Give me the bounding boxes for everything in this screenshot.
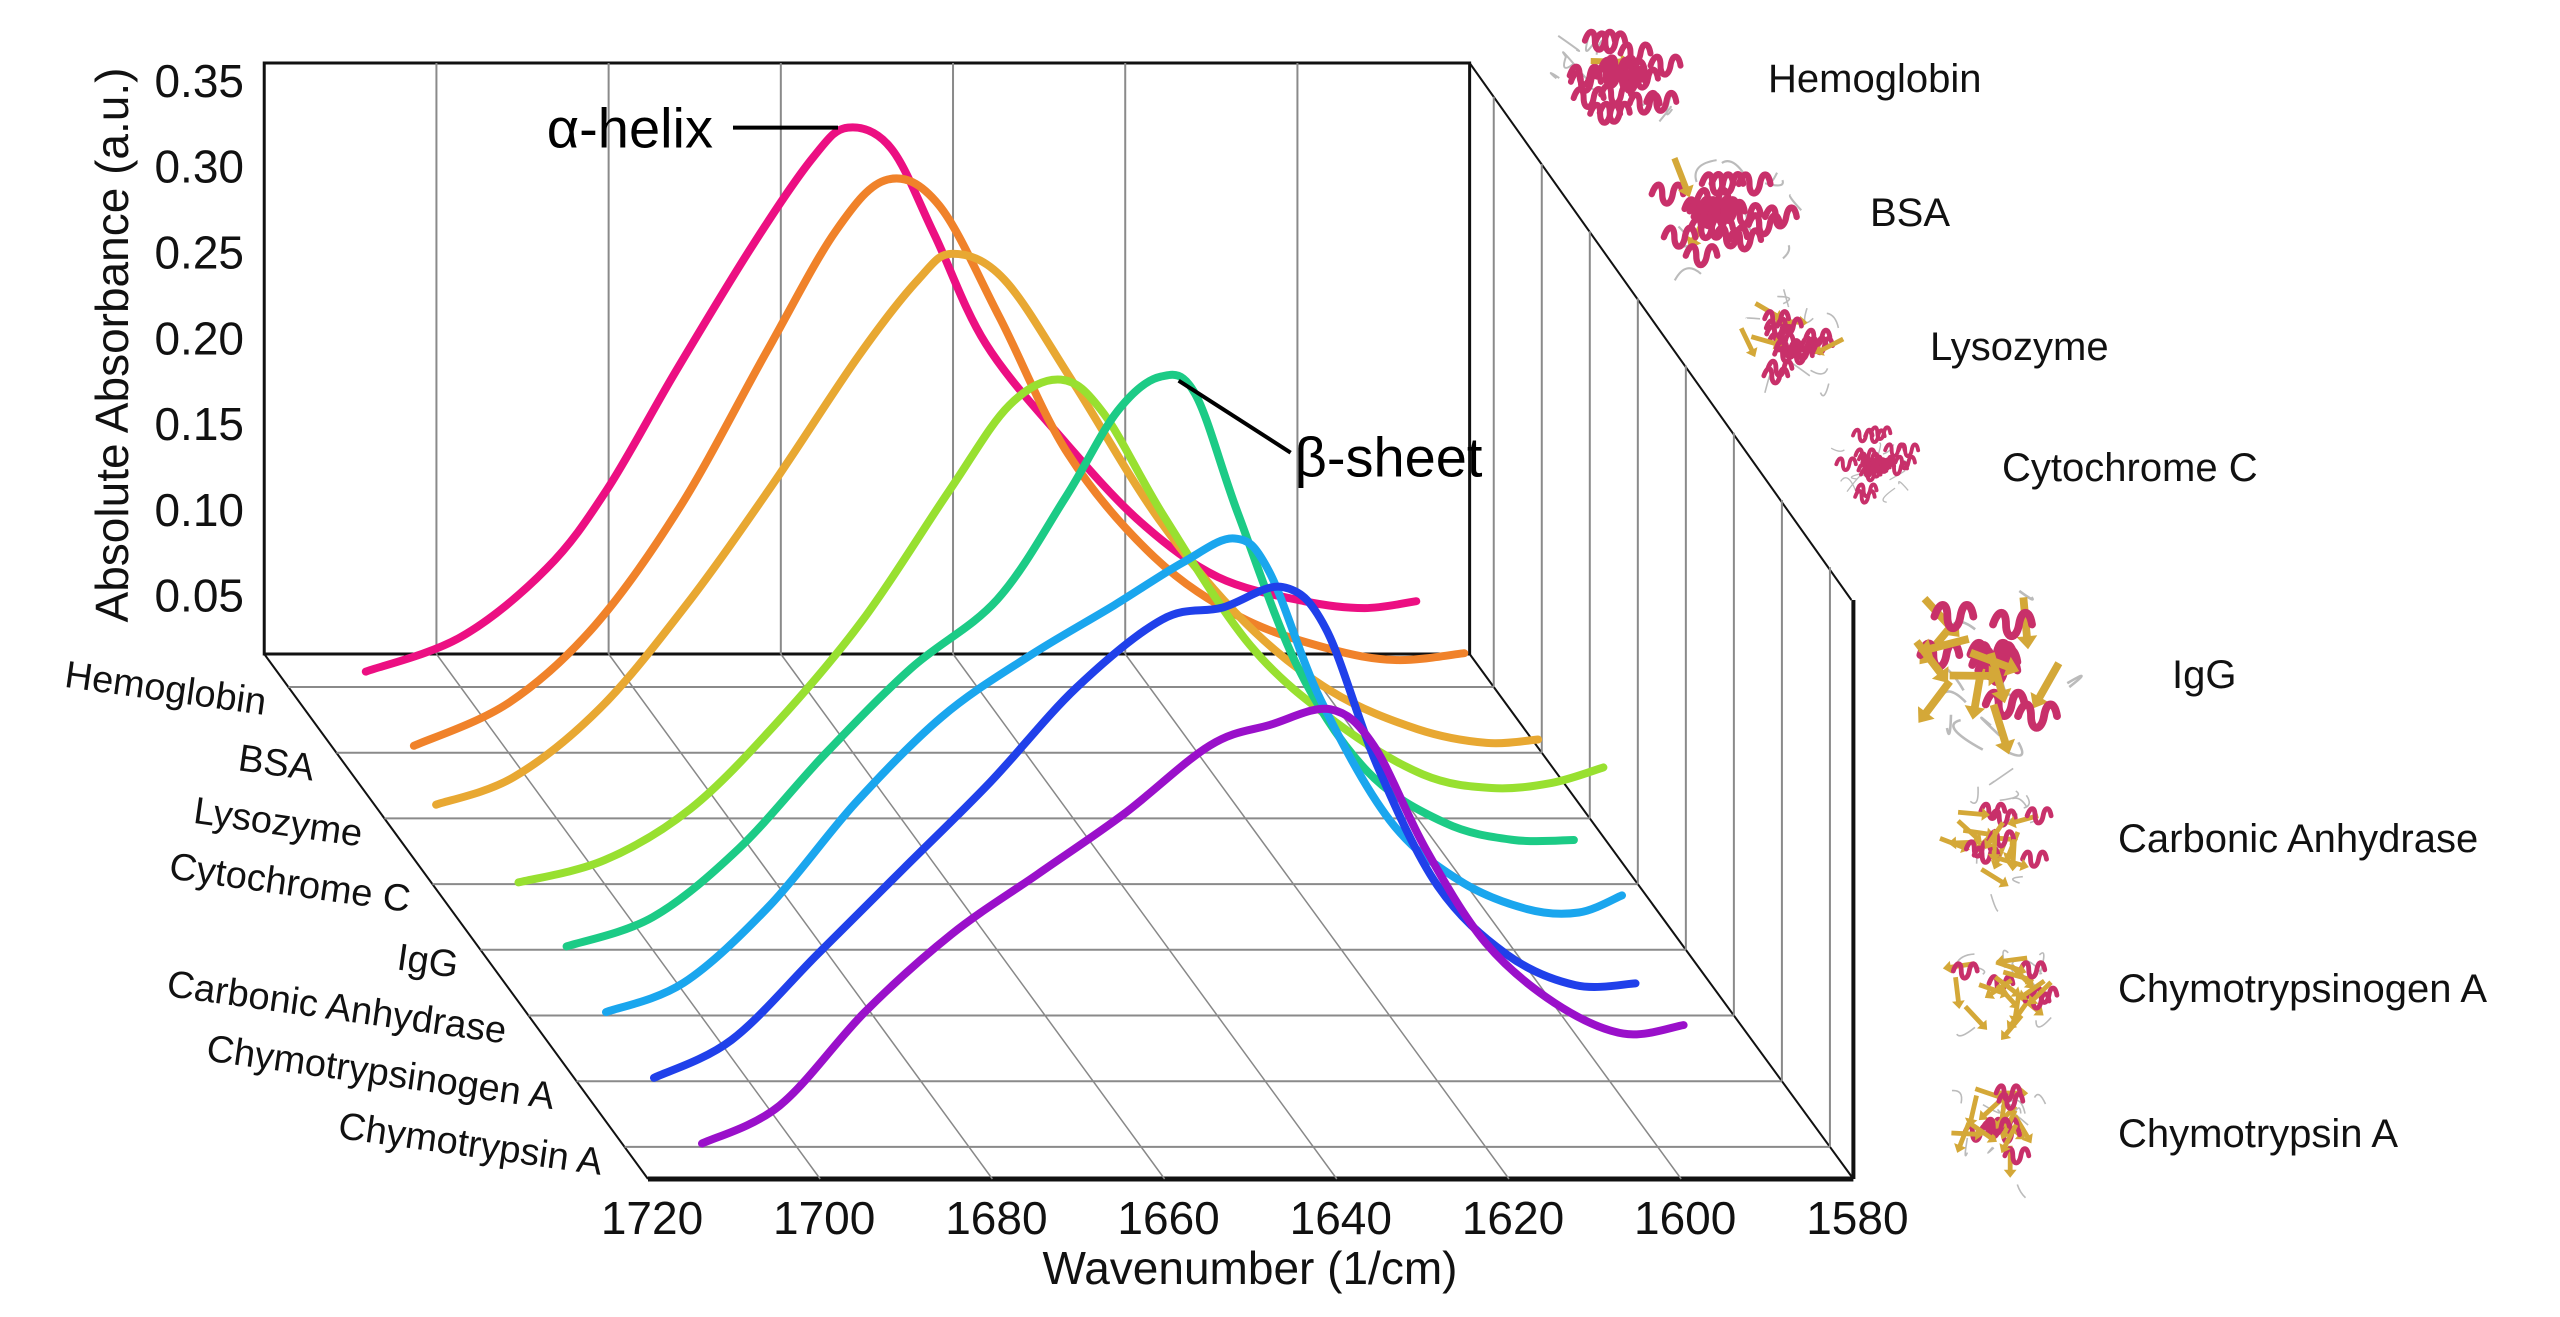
series-layer <box>361 123 1688 1148</box>
protein-legend-label: Cytochrome C <box>2002 446 2258 490</box>
protein-legend-label: IgG <box>2172 653 2236 697</box>
floor-wavenumber-line <box>1124 653 1510 1180</box>
protein-structure-icon <box>1549 28 1684 126</box>
y-tick-label: 0.25 <box>154 226 244 278</box>
floor-grid <box>288 63 1831 1180</box>
x-tick-label: 1580 <box>1806 1192 1908 1244</box>
back-wall <box>262 61 1472 656</box>
protein-structure-icon <box>1942 949 2060 1041</box>
annotation-beta-sheet: β-sheet <box>1295 426 1483 489</box>
y-tick-label: 0.15 <box>154 398 244 450</box>
series-line-hemoglobin <box>361 123 1421 676</box>
annotations: α-helix β-sheet <box>547 97 1483 489</box>
floor-right-edge <box>1468 653 1855 1180</box>
series-line-chymotrypsin-a <box>698 704 1688 1148</box>
y-tick-label: 0.35 <box>154 55 244 107</box>
y-axis-ticks: 0.05 0.10 0.15 0.20 0.25 0.30 0.35 <box>154 55 244 622</box>
series-line-bsa <box>409 174 1469 750</box>
protein-legend-label: Hemoglobin <box>1768 57 1981 101</box>
floor-left-edge <box>263 653 649 1180</box>
row-label: Cytochrome C <box>167 846 413 921</box>
series-line-carbonic-anhydrase <box>602 534 1626 1017</box>
row-label: Lysozyme <box>191 790 365 855</box>
floor-wavenumber-line <box>435 653 821 1180</box>
protein-structure-icon <box>1951 1083 2047 1199</box>
y-axis-title: Absolute Absorbance (a.u.) <box>86 68 138 623</box>
protein-legend-label: Lysozyme <box>1930 325 2109 369</box>
chart-frame <box>262 61 1856 1182</box>
series-line-lysozyme <box>432 249 1543 809</box>
protein-structure-icon <box>1913 589 2083 757</box>
protein-legend-label: BSA <box>1870 191 1950 235</box>
x-axis-ticks: 1720 1700 1680 1660 1640 1620 1600 1580 <box>601 1192 1909 1244</box>
floor-wavenumber-line <box>952 653 1338 1180</box>
row-label: BSA <box>236 737 318 789</box>
x-tick-label: 1600 <box>1634 1192 1736 1244</box>
floor-wavenumber-line <box>608 653 994 1180</box>
row-label: Hemoglobin <box>62 654 269 724</box>
x-tick-label: 1660 <box>1117 1192 1219 1244</box>
y-tick-label: 0.05 <box>154 570 244 622</box>
y-tick-label: 0.30 <box>154 141 244 193</box>
y-tick-label: 0.10 <box>154 484 244 536</box>
x-axis-title: Wavenumber (1/cm) <box>1043 1242 1458 1294</box>
x-tick-label: 1700 <box>773 1192 875 1244</box>
protein-structure-icon <box>1830 425 1921 505</box>
row-label: IgG <box>395 937 461 987</box>
protein-legend: Hemoglobin BSA Lysozyme Cytochrome C IgG Carb… <box>1549 28 2487 1199</box>
x-tick-label: 1620 <box>1462 1192 1564 1244</box>
protein-structure-icon <box>1739 289 1845 397</box>
annotation-leader-line <box>1177 378 1292 455</box>
series-line-igg <box>562 370 1578 951</box>
protein-structure-icon <box>1939 767 2054 912</box>
series-line-chymotrypsinogen-a <box>650 582 1640 1082</box>
protein-legend-label: Chymotrypsin A <box>2118 1112 2398 1156</box>
annotation-alpha-helix: α-helix <box>547 97 713 160</box>
y-tick-label: 0.20 <box>154 312 244 364</box>
x-tick-label: 1640 <box>1290 1192 1392 1244</box>
protein-legend-label: Chymotrypsinogen A <box>2118 967 2487 1011</box>
protein-legend-label: Carbonic Anhydrase <box>2118 817 2478 861</box>
protein-structure-icon <box>1648 157 1803 281</box>
x-tick-label: 1680 <box>945 1192 1047 1244</box>
series-line-cytochrome-c <box>514 375 1608 887</box>
right-wall-top-edge <box>1468 62 1853 601</box>
x-tick-label: 1720 <box>601 1192 703 1244</box>
row-label: Chymotrypsin A <box>336 1105 606 1184</box>
